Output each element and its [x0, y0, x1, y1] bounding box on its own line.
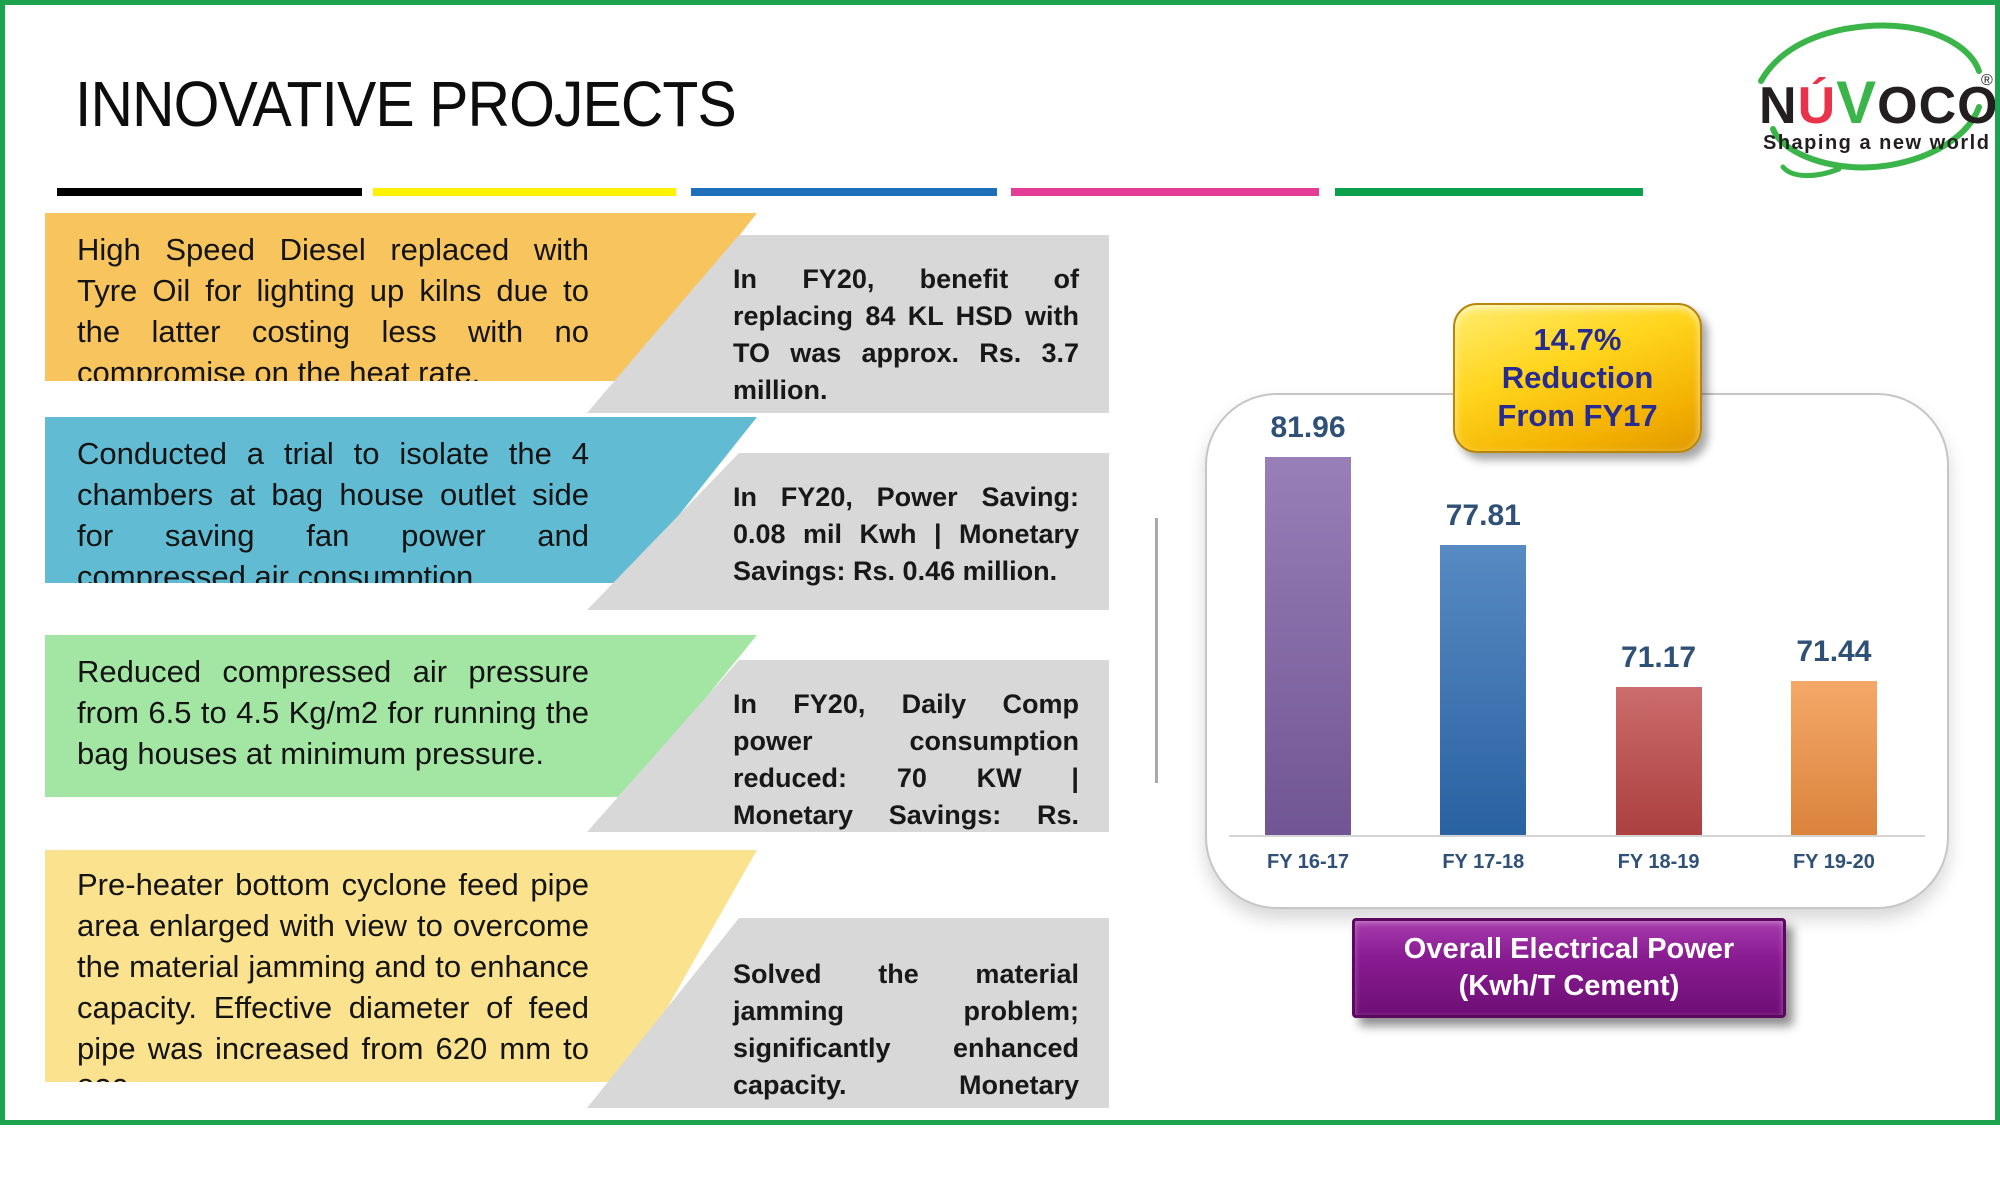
logo-registered-mark: ® — [1981, 72, 1993, 89]
chart-title-line-1: Overall Electrical Power — [1403, 933, 1735, 965]
x-axis-label: FY 18-19 — [1617, 851, 1700, 873]
logo-letter-v: V — [1836, 69, 1877, 136]
x-axis-label: FY 19-20 — [1792, 851, 1875, 873]
bar-group-fy-16-17: 81.96 — [1248, 411, 1368, 835]
bar-rect — [1790, 681, 1877, 835]
badge-line-2: Reduction — [1501, 360, 1654, 395]
project-result-text: In FY20, Power Saving: 0.08 mil Kwh | Mo… — [733, 482, 1079, 586]
logo-tagline: Shaping a new world — [1763, 132, 1990, 154]
chart-plot-area: 81.96 FY 16-17 77.81 FY 17-18 71.17 FY 18-19 7… — [1207, 395, 1947, 907]
bar-rect — [1615, 687, 1702, 835]
bar-group-fy-18-19: 71.17 — [1599, 641, 1719, 835]
bar-value-label: 81.96 — [1270, 411, 1346, 444]
logo-arc-swirl — [1780, 164, 1842, 178]
project-banner-air-pressure: Reduced compressed air pressure from 6.5… — [45, 635, 757, 797]
project-result-text: In FY20, Daily Comp power consumption re… — [733, 689, 1079, 867]
chart-title-line-2: (Kwh/T Cement) — [1458, 970, 1680, 1002]
vertical-separator — [1155, 518, 1158, 783]
project-banner-text: High Speed Diesel replaced with Tyre Oil… — [77, 232, 589, 390]
logo-letters-oco: OCO — [1877, 77, 1995, 135]
project-banner-text: Pre-heater bottom cyclone feed pipe area… — [77, 867, 589, 1107]
project-result-text: Solved the material jamming problem; sig… — [733, 959, 1079, 1174]
divider-line-pink — [1011, 188, 1319, 196]
logo-arc-top — [1758, 22, 1982, 84]
logo-letter-u: Ú — [1798, 77, 1837, 135]
logo-letter-n: N — [1759, 77, 1798, 135]
bar-rect — [1265, 457, 1351, 835]
divider-line-yellow — [373, 188, 676, 196]
chart-title-banner: Overall Electrical Power (Kwh/T Cement) — [1352, 918, 1786, 1018]
divider-line-black — [57, 188, 362, 196]
project-banner-text: Conducted a trial to isolate the 4 chamb… — [77, 436, 589, 594]
x-axis-line — [1229, 835, 1925, 837]
project-result-box: In FY20, Power Saving: 0.08 mil Kwh | Mo… — [587, 453, 1109, 610]
electrical-power-chart: 81.96 FY 16-17 77.81 FY 17-18 71.17 FY 18-19 7… — [1205, 393, 1949, 909]
bar-rect — [1440, 545, 1527, 835]
bar-value-label: 77.81 — [1445, 499, 1521, 532]
bar-group-fy-19-20: 71.44 — [1774, 635, 1894, 835]
logo-arc-bottom — [1770, 104, 1982, 171]
bar-value-label: 71.17 — [1621, 641, 1697, 674]
project-banner-feed-pipe: Pre-heater bottom cyclone feed pipe area… — [45, 850, 757, 1082]
project-banner-bag-house-trial: Conducted a trial to isolate the 4 chamb… — [45, 417, 757, 583]
divider-line-green — [1335, 188, 1643, 196]
x-axis-label: FY 16-17 — [1267, 851, 1349, 873]
divider-line-blue — [691, 188, 997, 196]
nuvoco-logo: NÚVOCO ® Shaping a new world — [1743, 19, 1998, 179]
page-title: INNOVATIVE PROJECTS — [75, 68, 737, 140]
project-banner-hsd-tyre-oil: High Speed Diesel replaced with Tyre Oil… — [45, 213, 757, 381]
project-result-text: In FY20, benefit of replacing 84 KL HSD … — [733, 264, 1079, 405]
x-axis-label: FY 17-18 — [1442, 851, 1525, 873]
bar-value-label: 71.44 — [1796, 635, 1872, 668]
project-banner-text: Reduced compressed air pressure from 6.5… — [77, 654, 589, 771]
bar-group-fy-17-18: 77.81 — [1423, 499, 1543, 835]
badge-line-3: From FY17 — [1497, 398, 1658, 433]
svg-text:NÚVOCO: NÚVOCO — [1759, 69, 1995, 136]
slide: INNOVATIVE PROJECTS NÚVOCO ® Shaping a n… — [0, 0, 2000, 1125]
reduction-badge: 14.7% Reduction From FY17 — [1453, 303, 1702, 453]
badge-line-1: 14.7% — [1533, 322, 1622, 357]
